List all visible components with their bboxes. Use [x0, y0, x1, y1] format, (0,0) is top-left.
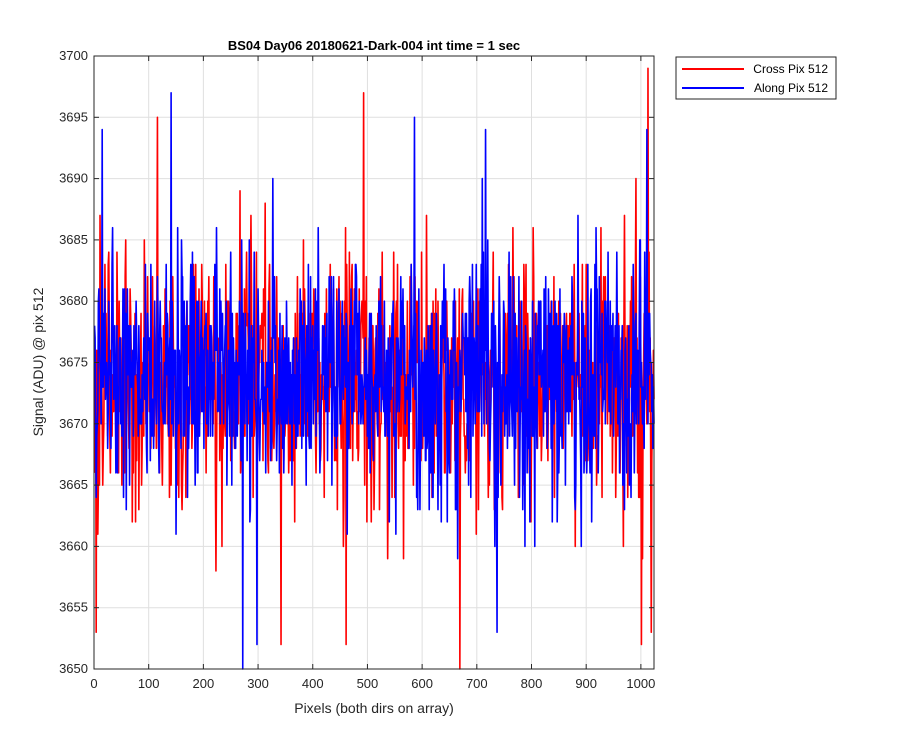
- x-tick-label: 200: [193, 676, 215, 691]
- x-tick-label: 1000: [626, 676, 655, 691]
- y-tick-label: 3685: [59, 232, 88, 247]
- chart-title: BS04 Day06 20180621-Dark-004 int time = …: [228, 38, 520, 53]
- legend-box: [675, 56, 837, 100]
- ticks: 0 100 200 300 400 500 600 700 800 900 1000 3650 3655…: [59, 48, 655, 691]
- x-tick-label: 600: [411, 676, 433, 691]
- y-tick-label: 3675: [59, 355, 88, 370]
- y-tick-label: 3655: [59, 600, 88, 615]
- x-tick-label: 400: [302, 676, 324, 691]
- legend-label-cross: Cross Pix 512: [753, 62, 828, 76]
- x-tick-label: 900: [575, 676, 597, 691]
- x-tick-label: 0: [90, 676, 97, 691]
- y-tick-label: 3690: [59, 171, 88, 186]
- y-axis-label: Signal (ADU) @ pix 512: [30, 287, 46, 436]
- x-tick-label: 300: [247, 676, 269, 691]
- x-tick-label: 100: [138, 676, 160, 691]
- series-line-along-pix-512: [93, 91, 655, 670]
- y-tick-label: 3695: [59, 109, 88, 124]
- x-tick-label: 700: [466, 676, 488, 691]
- x-tick-label: 500: [357, 676, 379, 691]
- legend: Cross Pix 512 Along Pix 512: [675, 56, 837, 100]
- legend-label-along: Along Pix 512: [754, 81, 828, 95]
- y-tick-label: 3650: [59, 661, 88, 676]
- x-tick-label: 800: [521, 676, 543, 691]
- y-tick-label: 3670: [59, 416, 88, 431]
- x-axis-label: Pixels (both dirs on array): [294, 700, 454, 716]
- y-tick-label: 3700: [59, 48, 88, 63]
- series-lines: [93, 67, 655, 670]
- y-tick-label: 3665: [59, 477, 88, 492]
- y-tick-label: 3680: [59, 293, 88, 308]
- y-tick-label: 3660: [59, 538, 88, 553]
